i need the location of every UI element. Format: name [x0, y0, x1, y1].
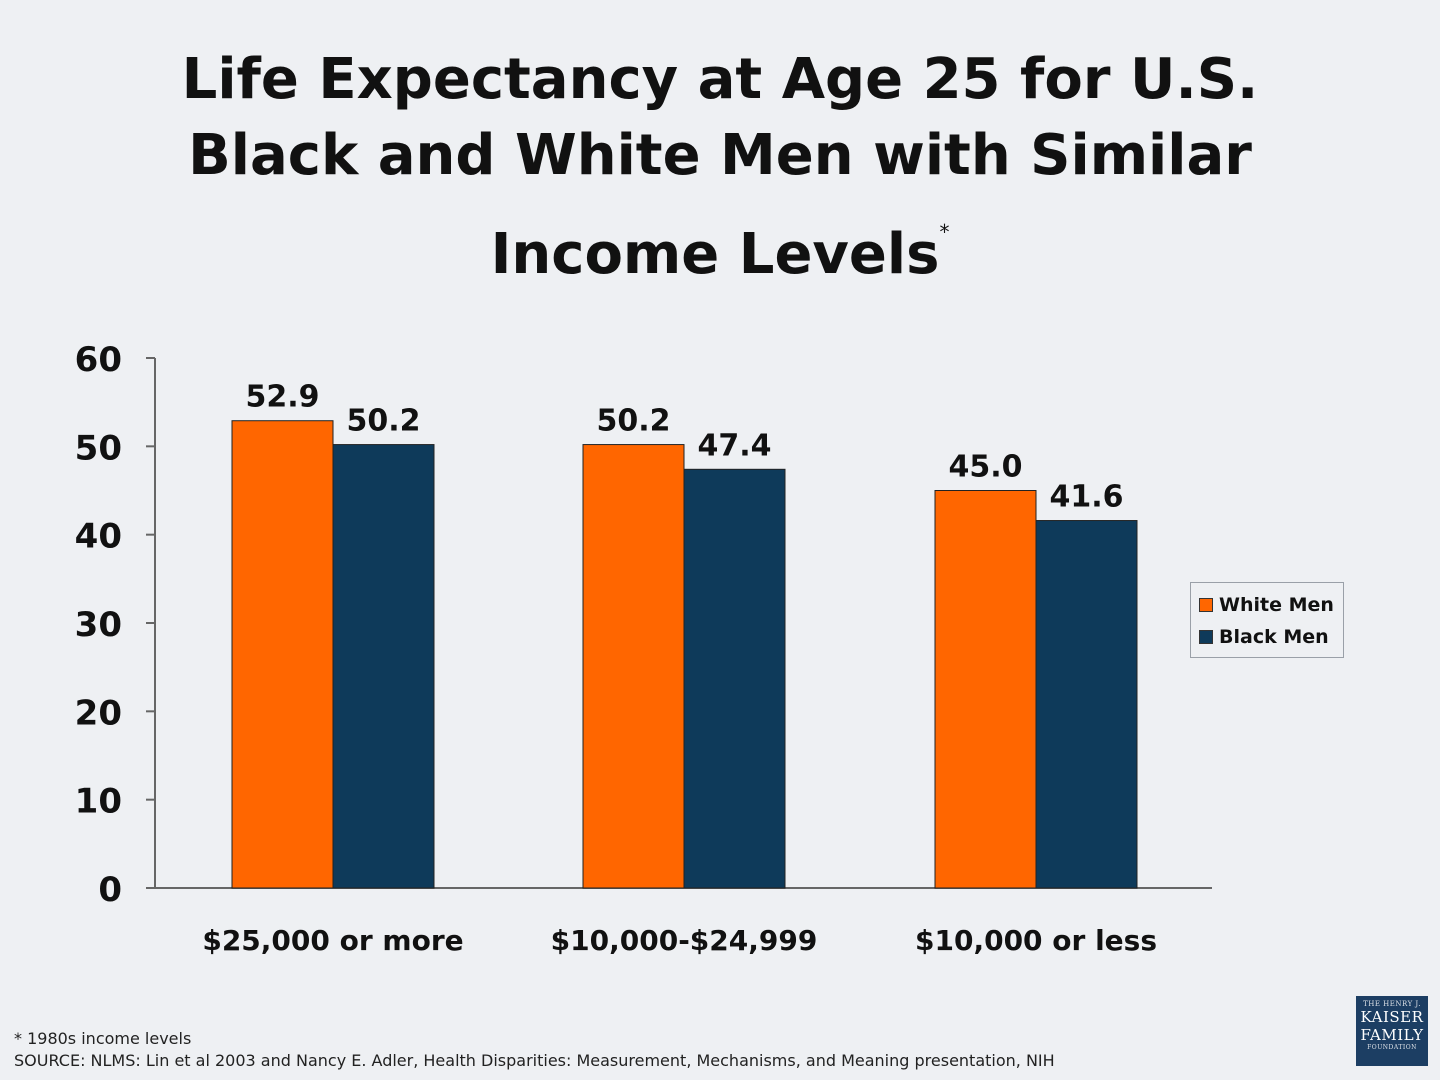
kaiser-family-foundation-logo: THE HENRY J. KAISER FAMILY FOUNDATION [1356, 996, 1428, 1066]
title-asterisk: * [939, 220, 950, 244]
x-category-label: $25,000 or more [202, 924, 463, 957]
bar-white-men [231, 420, 334, 889]
data-label: 50.2 [596, 404, 670, 439]
y-tick-label: 40 [75, 517, 122, 557]
y-tick-label: 10 [75, 782, 122, 822]
x-category-label: $10,000 or less [915, 924, 1157, 957]
legend-item-black-men: Black Men [1199, 621, 1343, 653]
legend-swatch-white-men [1199, 598, 1213, 612]
data-label: 41.6 [1049, 480, 1123, 515]
bar-white-men [934, 490, 1037, 889]
bar-black-men [1035, 520, 1138, 889]
legend-swatch-black-men [1199, 630, 1213, 644]
chart-legend: White Men Black Men [1190, 582, 1344, 658]
y-tick-label: 20 [75, 693, 122, 733]
legend-item-white-men: White Men [1199, 589, 1343, 621]
data-label: 47.4 [697, 428, 771, 463]
logo-line-4: FOUNDATION [1367, 1044, 1417, 1051]
footnote: * 1980s income levels [14, 1029, 192, 1048]
data-label: 52.9 [245, 380, 319, 415]
source-note: SOURCE: NLMS: Lin et al 2003 and Nancy E… [14, 1051, 1055, 1070]
title-line-1: Life Expectancy at Age 25 for U.S. [181, 47, 1259, 112]
bar-white-men [582, 444, 685, 889]
logo-line-3: FAMILY [1360, 1026, 1424, 1044]
logo-line-2: KAISER [1360, 1008, 1424, 1026]
bar-black-men [332, 444, 435, 889]
y-tick-label: 30 [75, 605, 122, 645]
bar-black-men [683, 468, 786, 889]
y-tick-label: 60 [75, 340, 122, 380]
bar-chart: 0 10 20 30 40 50 60 52.9 50.2 $25,000 or more 50.2… [75, 340, 1212, 957]
title-line-2: Black and White Men with Similar [188, 123, 1252, 188]
logo-line-1: THE HENRY J. [1363, 1000, 1421, 1008]
data-label: 50.2 [346, 404, 420, 439]
legend-label-black-men: Black Men [1219, 626, 1329, 648]
x-category-label: $10,000-$24,999 [551, 924, 818, 957]
chart-title: Life Expectancy at Age 25 for U.S. Black… [0, 42, 1440, 293]
data-label: 45.0 [948, 450, 1022, 485]
title-line-3-text: Income Levels [490, 222, 940, 287]
y-tick-label: 50 [75, 428, 122, 468]
y-tick-label: 0 [98, 870, 122, 910]
title-line-3: Income Levels* [0, 194, 1440, 293]
legend-label-white-men: White Men [1219, 594, 1334, 616]
